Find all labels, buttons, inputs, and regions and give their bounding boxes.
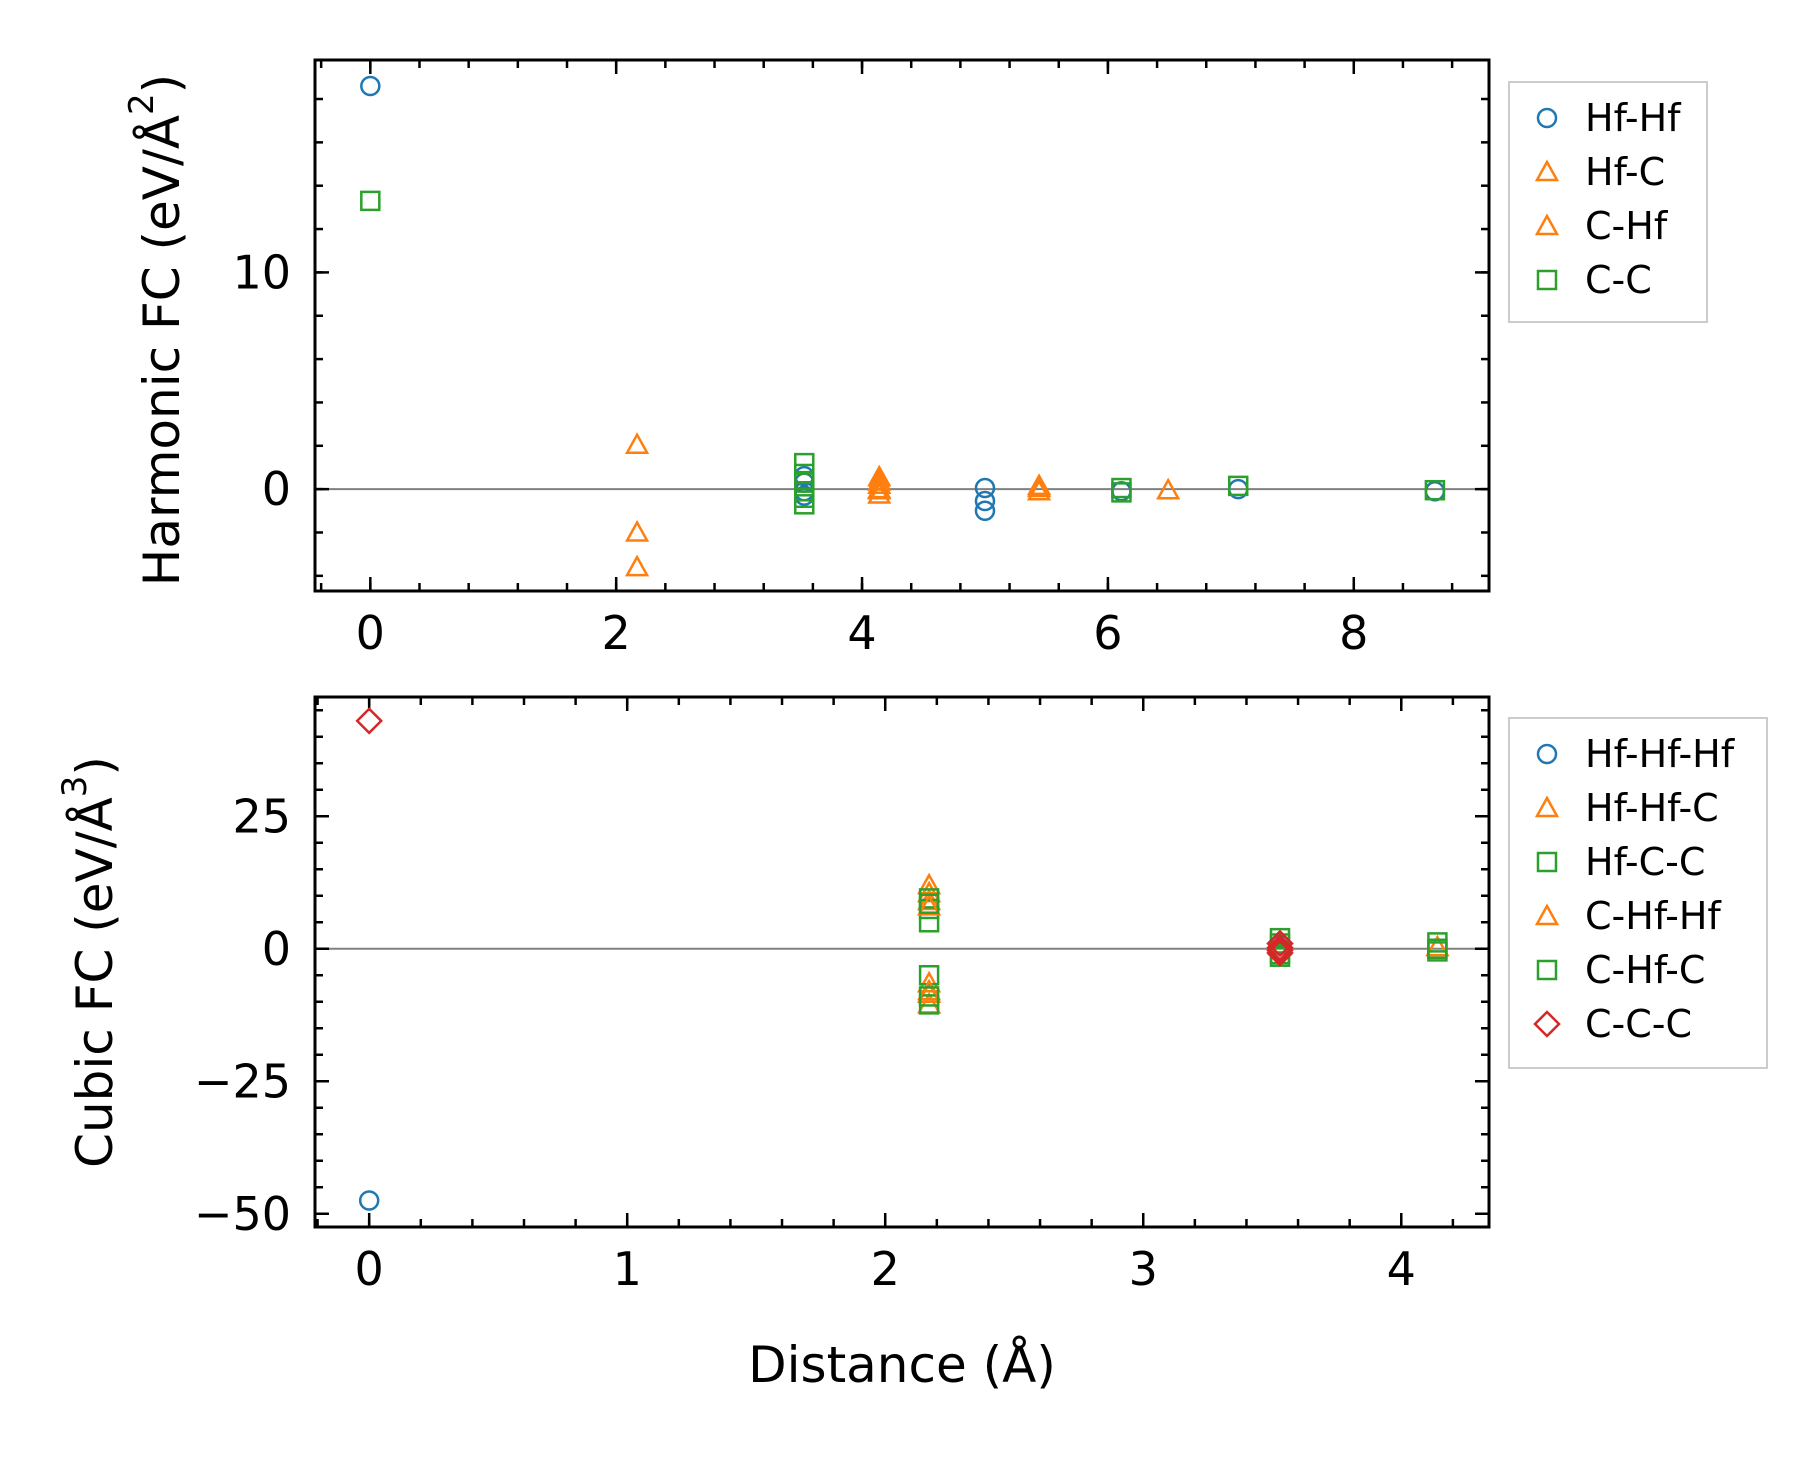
harmonic-point-c-c [1227,475,1249,497]
harmonic-point-c-hf [867,468,892,491]
harmonic-legend-label-hf-c: Hf-C [1585,150,1665,194]
cubic-y-tick-label: 25 [232,789,291,843]
harmonic-plot-frame [313,58,1491,593]
harmonic-point-c-c [794,452,815,474]
harmonic-legend-marker-hf-c [1534,159,1560,182]
harmonic-point-hf-hf [974,477,996,499]
cubic-y-tick-label: 0 [262,922,291,976]
cubic-legend-marker-c-hf-c [1536,959,1558,981]
cubic-legend-label-hf-c-c: Hf-C-C [1585,840,1705,884]
cubic-legend-label-hf-hf-c: Hf-Hf-C [1585,786,1719,830]
cubic-legend-marker-hf-hf-c [1534,795,1560,818]
cubic-point-c-hf-c [1427,938,1448,959]
harmonic-legend-box [1508,81,1708,323]
cubic-point-hf-hf-c [916,970,942,993]
cubic-y-axis-label: Cubic FC (eV/Å3) [55,756,124,1168]
cubic-legend-marker-c-c-c [1533,1010,1561,1038]
harmonic-panel: 0 2 4 6 8 0 10 Harmonic FC (eV/Å2) Hf-Hf Hf-C C-… [122,58,1708,660]
cubic-point-c-c-c [1266,939,1294,967]
cubic-x-tick-label: 4 [1387,1242,1416,1296]
cubic-point-c-hf-hf [916,893,942,916]
harmonic-x-tick-label: 8 [1339,606,1368,660]
harmonic-legend-label-hf-hf: Hf-Hf [1585,96,1682,140]
harmonic-legend-label-c-hf: C-Hf [1585,204,1669,248]
harmonic-x-tick-label: 4 [847,606,876,660]
harmonic-point-hf-c [624,432,650,454]
cubic-point-c-c-c [1266,929,1294,958]
harmonic-point-c-hf [1026,475,1052,498]
harmonic-point-hf-c [867,472,892,495]
cubic-point-c-hf-hf [916,978,942,1001]
harmonic-point-c-c [1111,482,1132,503]
harmonic-point-c-c [360,190,381,212]
cubic-x-tick-label: 3 [1129,1242,1158,1296]
harmonic-point-hf-c [624,519,650,542]
harmonic-y-tick-label: 10 [232,245,291,299]
cubic-tick-labels: 0 1 2 3 4 −50 −25 0 25 [194,789,1416,1296]
harmonic-point-c-c [794,494,815,515]
cubic-point-c-hf-c [918,893,940,914]
cubic-legend-label-c-hf-c: C-Hf-C [1585,948,1705,992]
cubic-panel: 0 1 2 3 4 −50 −25 0 25 Cubic FC (eV/Å3) Distance… [55,695,1768,1394]
cubic-point-hf-c-c [918,965,940,986]
cubic-point-c-hf-c [918,986,940,1007]
cubic-legend-marker-c-hf-hf [1534,903,1560,926]
cubic-point-hf-hf-c [916,981,942,1004]
cubic-point-c-c-c [1266,933,1294,962]
cubic-point-hf-hf-c [1425,934,1450,957]
harmonic-point-hf-c [1026,478,1052,501]
cubic-x-tick-label: 2 [871,1242,900,1296]
harmonic-point-hf-c [867,481,892,504]
harmonic-point-hf-c [624,554,650,577]
cubic-legend-box [1508,717,1768,1069]
cubic-point-hf-hf-hf [358,1190,380,1211]
harmonic-legend-label-c-c: C-C [1585,258,1652,302]
cubic-point-c-c-c [355,707,383,735]
harmonic-point-hf-hf [974,500,996,522]
harmonic-legend-marker-hf-hf [1536,107,1558,129]
cubic-y-tick-label: −50 [194,1187,291,1241]
cubic-markers [355,707,1450,1211]
cubic-x-tick-label: 0 [355,1242,384,1296]
harmonic-point-c-c [1424,479,1446,501]
harmonic-point-hf-hf [974,490,996,512]
cubic-plot-frame [313,695,1491,1229]
cubic-legend-marker-hf-hf-hf [1536,743,1558,765]
cubic-legend-marker-hf-c-c [1536,851,1558,873]
cubic-legend-label-c-c-c: C-C-C [1585,1002,1692,1046]
harmonic-x-tick-label: 0 [356,606,385,660]
harmonic-y-tick-label: 0 [262,462,291,516]
cubic-legend-label-hf-hf-hf: Hf-Hf-Hf [1585,732,1736,776]
cubic-x-tick-label: 1 [613,1242,642,1296]
harmonic-x-tick-label: 6 [1093,606,1122,660]
harmonic-x-tick-label: 2 [602,606,631,660]
harmonic-point-hf-c [1156,477,1181,500]
x-axis-label: Distance (Å) [748,1336,1056,1394]
cubic-legend-label-c-hf-hf: C-Hf-Hf [1585,894,1722,938]
cubic-point-c-c-c [1266,936,1294,965]
harmonic-legend-marker-c-c [1536,269,1558,291]
harmonic-y-axis-label: Harmonic FC (eV/Å2) [122,74,191,586]
harmonic-legend: Hf-Hf Hf-C C-Hf C-C [1508,81,1708,323]
cubic-legend: Hf-Hf-Hf Hf-Hf-C Hf-C-C C-Hf-Hf C-Hf-C C-C-C [1508,717,1768,1069]
harmonic-point-hf-hf [360,75,381,97]
harmonic-point-c-hf [867,476,892,499]
harmonic-legend-marker-c-hf [1534,213,1560,236]
cubic-y-tick-label: −25 [194,1054,291,1108]
harmonic-tick-labels: 0 2 4 6 8 0 10 [232,245,1368,660]
harmonic-markers [360,75,1446,577]
